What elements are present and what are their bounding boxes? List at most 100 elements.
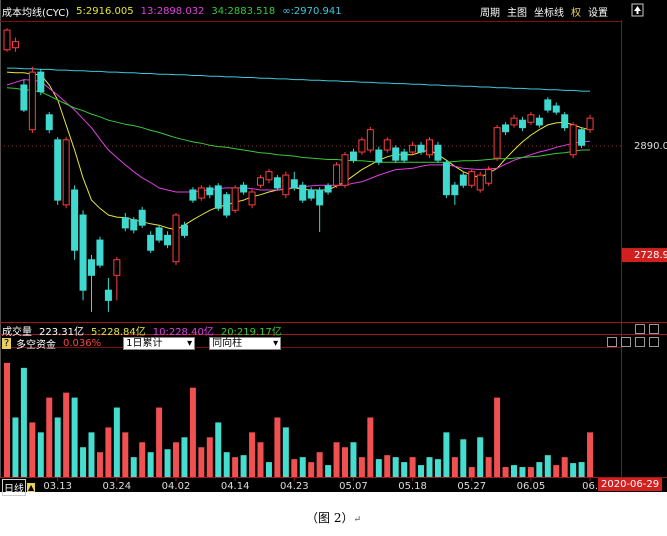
candle-body	[502, 124, 510, 133]
candle-body	[45, 114, 53, 131]
candle-body	[197, 187, 205, 199]
menu-item[interactable]: 周期	[480, 8, 500, 19]
candle-body	[3, 29, 11, 51]
candle-body	[493, 127, 501, 159]
menu: 周期 主图 坐标线权设置	[480, 4, 615, 19]
bar	[409, 457, 416, 477]
bar	[20, 367, 27, 477]
bar	[375, 459, 382, 477]
icon[interactable]	[649, 324, 659, 334]
candle-body	[62, 139, 70, 206]
bar	[561, 457, 568, 477]
candle-body	[578, 129, 586, 146]
legend-entry: 34:2883.518	[211, 6, 276, 17]
candle-body	[113, 259, 121, 276]
ma-line	[6, 71, 591, 231]
bar	[147, 452, 154, 477]
help-button[interactable]: ?	[2, 338, 11, 349]
candle-body	[552, 105, 560, 113]
volume-header: 成交量 223.31亿 5:228.84亿 10:228.40亿 20:219.17…	[2, 323, 289, 338]
period-box: 日线 ▲	[2, 479, 42, 496]
candle-body	[231, 187, 239, 211]
dropdown[interactable]: 1日累计	[123, 337, 196, 350]
collapse-button[interactable]	[631, 3, 644, 17]
bar	[384, 455, 391, 477]
bar	[401, 462, 408, 477]
volume-ma: 5:228.84亿	[91, 327, 146, 338]
candle-body	[535, 117, 543, 126]
candle-body	[316, 189, 324, 206]
bar	[434, 459, 441, 477]
bar	[325, 465, 332, 477]
legend-entry: 5:2916.005	[76, 6, 134, 17]
bar	[88, 432, 95, 477]
current-date: 2020-06-29	[601, 479, 660, 490]
menu-item[interactable]: 坐标线	[534, 8, 564, 19]
bar	[96, 452, 103, 477]
bar	[181, 437, 188, 477]
bar	[80, 447, 87, 477]
candle-body	[569, 124, 577, 156]
candle-body	[400, 151, 408, 161]
bar	[12, 417, 19, 477]
bar	[485, 457, 492, 477]
candle-body	[358, 139, 366, 153]
candle-body	[459, 174, 467, 186]
bar	[494, 397, 501, 477]
candle-body	[518, 119, 526, 129]
menu-item[interactable]: 设置	[588, 8, 608, 19]
bar	[122, 432, 129, 477]
icon[interactable]	[621, 337, 631, 347]
bar	[443, 432, 450, 477]
candle-body	[248, 191, 256, 206]
bar	[113, 407, 120, 477]
bar	[519, 467, 526, 477]
bar	[164, 449, 171, 477]
panel-icons	[607, 337, 663, 347]
x-tick-label: 04.02	[162, 481, 191, 492]
bar	[223, 452, 230, 477]
icon[interactable]	[635, 324, 645, 334]
candle-body	[442, 162, 450, 196]
date-box: 2020-06-29	[598, 478, 663, 491]
candle-body	[333, 164, 341, 186]
candle-body	[324, 185, 332, 193]
bar	[215, 422, 222, 477]
candle-body	[349, 151, 357, 161]
menu-item[interactable]: 主图	[507, 8, 527, 19]
bar	[342, 447, 348, 477]
candle-body	[341, 154, 349, 186]
period[interactable]: 日线	[2, 479, 26, 496]
bar	[333, 442, 340, 477]
x-tick-label: 03.24	[103, 481, 132, 492]
candle-body	[37, 71, 45, 93]
x-tick-label: 05.07	[339, 481, 368, 492]
dropdown[interactable]: 同向柱	[209, 337, 282, 350]
candle-body	[96, 239, 104, 266]
candle-body	[307, 189, 315, 199]
candle-body	[88, 259, 95, 276]
candle-body	[180, 224, 188, 236]
bar	[570, 463, 577, 477]
candle-body	[71, 189, 79, 251]
x-tick-label: 05.27	[457, 481, 486, 492]
x-tick-label: 06.05	[517, 481, 546, 492]
candle-body	[468, 171, 476, 186]
candle-body	[130, 219, 138, 231]
bar	[63, 392, 70, 477]
menu-item[interactable]: 权	[571, 8, 581, 19]
icon[interactable]	[635, 337, 645, 347]
y-tick-label: 2890.0	[634, 141, 667, 152]
icon[interactable]	[607, 337, 617, 347]
candle-body	[257, 177, 264, 186]
icon[interactable]	[649, 337, 659, 347]
candle-body	[282, 174, 290, 196]
toolbar: 成本均线(CYC) 5:2916.005 13:2898.032 34:2883.5…	[2, 4, 349, 19]
caption: （图 2）↵	[0, 509, 667, 526]
panel-icons	[635, 324, 663, 334]
candle-body	[189, 189, 197, 201]
candle-body	[290, 179, 298, 189]
candle-body	[544, 99, 552, 111]
bar	[553, 465, 560, 477]
bar	[232, 457, 239, 477]
